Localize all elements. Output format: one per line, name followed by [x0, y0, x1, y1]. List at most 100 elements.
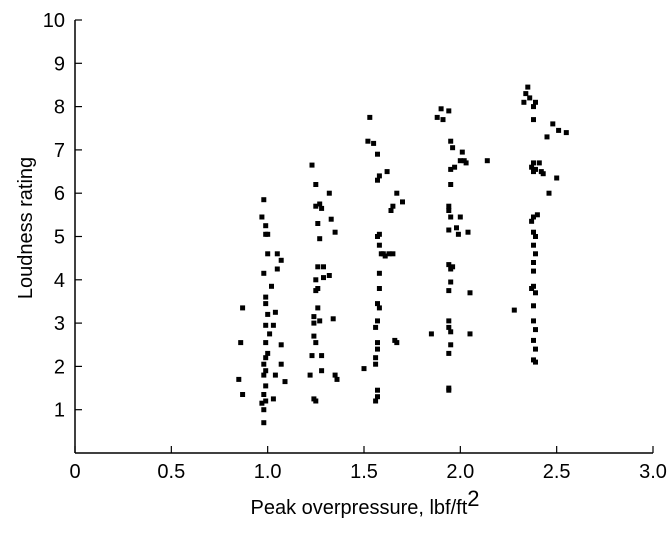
data-point — [319, 353, 325, 359]
data-point — [448, 182, 454, 187]
data-point — [457, 214, 463, 220]
data-point — [446, 203, 452, 209]
data-point — [446, 318, 452, 324]
data-point — [265, 311, 271, 317]
data-point — [529, 164, 535, 170]
data-point — [261, 407, 267, 413]
data-point — [267, 331, 273, 337]
data-point — [261, 372, 267, 378]
data-point — [315, 221, 321, 226]
data-point — [533, 99, 538, 105]
x-tick-label: 2.5 — [543, 461, 571, 483]
data-point — [375, 340, 380, 346]
data-point — [313, 340, 319, 346]
data-point — [467, 290, 473, 296]
data-point — [388, 208, 394, 213]
data-point — [238, 340, 244, 346]
data-point — [484, 158, 490, 164]
y-tick-label: 7 — [54, 140, 65, 162]
data-point — [521, 99, 527, 105]
data-point — [438, 106, 444, 112]
data-point — [240, 392, 246, 397]
data-point — [261, 270, 267, 276]
data-point — [334, 376, 340, 382]
data-point — [465, 229, 471, 235]
x-tick-label: 1.0 — [254, 461, 282, 483]
data-point — [373, 355, 379, 361]
data-point — [259, 400, 265, 406]
y-tick-label: 6 — [54, 183, 65, 205]
data-point — [375, 394, 380, 400]
data-point — [265, 231, 271, 237]
data-point — [533, 234, 538, 239]
data-point — [531, 160, 536, 166]
data-point — [384, 169, 390, 175]
data-point — [261, 197, 267, 203]
data-point — [525, 84, 531, 90]
data-point — [317, 318, 323, 324]
data-point — [448, 329, 454, 335]
data-point — [550, 121, 556, 127]
x-axis-title-text: Peak overpressure, lbf/ft — [250, 497, 467, 519]
data-point — [269, 283, 274, 289]
data-point — [278, 361, 284, 367]
data-point — [546, 190, 552, 196]
data-point — [263, 398, 269, 404]
data-point — [531, 117, 536, 123]
data-point — [534, 212, 540, 218]
data-point — [531, 337, 536, 343]
data-point — [361, 366, 367, 372]
data-point — [321, 264, 326, 270]
y-tick-label: 1 — [54, 400, 65, 422]
data-point — [313, 398, 319, 404]
data-point — [373, 398, 379, 404]
data-point — [563, 130, 569, 136]
data-point — [448, 279, 454, 285]
data-point — [332, 372, 338, 378]
data-point — [533, 346, 538, 352]
data-point — [459, 149, 465, 155]
data-point — [556, 127, 562, 133]
data-point — [531, 104, 536, 110]
data-point — [315, 286, 321, 291]
data-point — [446, 350, 452, 356]
data-points — [236, 84, 569, 426]
data-point — [531, 229, 536, 235]
data-point — [375, 301, 380, 307]
data-point — [307, 372, 313, 378]
data-point — [531, 318, 536, 324]
data-point — [315, 305, 321, 311]
data-point — [309, 162, 315, 168]
data-point — [328, 216, 334, 222]
data-point — [259, 214, 265, 220]
data-point — [450, 145, 456, 151]
data-point — [533, 359, 538, 365]
data-point — [428, 331, 434, 337]
data-point — [455, 231, 461, 237]
x-axis-title-superscript: 2 — [467, 486, 479, 511]
data-point — [531, 214, 536, 220]
data-point — [531, 242, 536, 248]
data-point — [265, 350, 271, 356]
data-point — [446, 208, 452, 213]
data-point — [533, 290, 538, 296]
data-point — [533, 327, 538, 333]
data-point — [434, 114, 440, 120]
data-point — [511, 307, 517, 313]
data-point — [375, 318, 380, 324]
data-point — [278, 257, 284, 263]
data-point — [531, 260, 536, 265]
data-point — [263, 301, 269, 307]
data-point — [270, 396, 276, 402]
data-point — [263, 223, 269, 229]
data-point — [448, 342, 454, 348]
data-point — [317, 201, 323, 207]
data-point — [376, 305, 382, 311]
data-point — [261, 361, 267, 367]
data-point — [274, 251, 280, 257]
y-tick-label: 8 — [54, 97, 65, 119]
data-point — [313, 182, 319, 187]
y-tick-label: 5 — [54, 227, 65, 249]
data-point — [270, 322, 276, 328]
